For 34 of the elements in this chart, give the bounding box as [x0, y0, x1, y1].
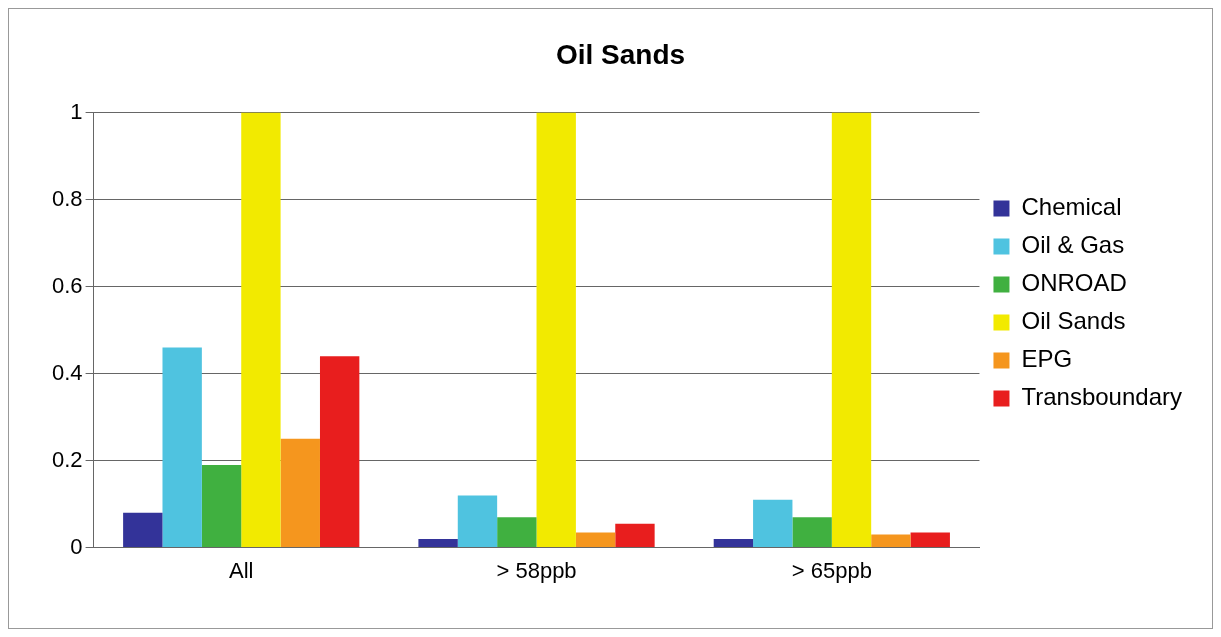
y-tick-label: 0	[70, 533, 83, 559]
chart-title: Oil Sands	[555, 38, 686, 70]
bar	[575, 532, 616, 548]
bar	[831, 112, 872, 548]
y-tick-label: 1	[70, 98, 83, 124]
bar	[871, 534, 911, 548]
bar	[319, 356, 360, 548]
legend-label: Oil & Gas	[1021, 231, 1125, 259]
bar	[201, 464, 242, 548]
bar	[753, 499, 793, 548]
bar	[457, 495, 498, 548]
y-tick-label: 0.6	[51, 272, 83, 298]
bar	[792, 517, 832, 548]
y-tick-label: 0.4	[51, 359, 83, 385]
bar	[910, 532, 950, 548]
bar	[123, 512, 163, 548]
bar	[418, 538, 458, 548]
y-tick-label: 0.8	[51, 185, 83, 211]
bar	[615, 523, 655, 548]
legend-label: EPG	[1021, 345, 1073, 373]
legend-label: Chemical	[1021, 193, 1122, 221]
x-tick-label: All	[229, 557, 254, 583]
bar	[162, 347, 202, 548]
legend-label: Oil Sands	[1021, 307, 1126, 335]
bar	[713, 538, 754, 548]
legend-label: ONROAD	[1021, 269, 1127, 297]
bar	[241, 112, 281, 548]
legend-label: Transboundary	[1021, 383, 1183, 411]
bar	[280, 438, 320, 548]
x-tick-label: > 58ppb	[496, 557, 577, 583]
y-tick-label: 0.2	[51, 446, 83, 472]
x-tick-label: > 65ppb	[791, 557, 872, 583]
bar	[536, 112, 576, 548]
bar	[497, 517, 537, 548]
